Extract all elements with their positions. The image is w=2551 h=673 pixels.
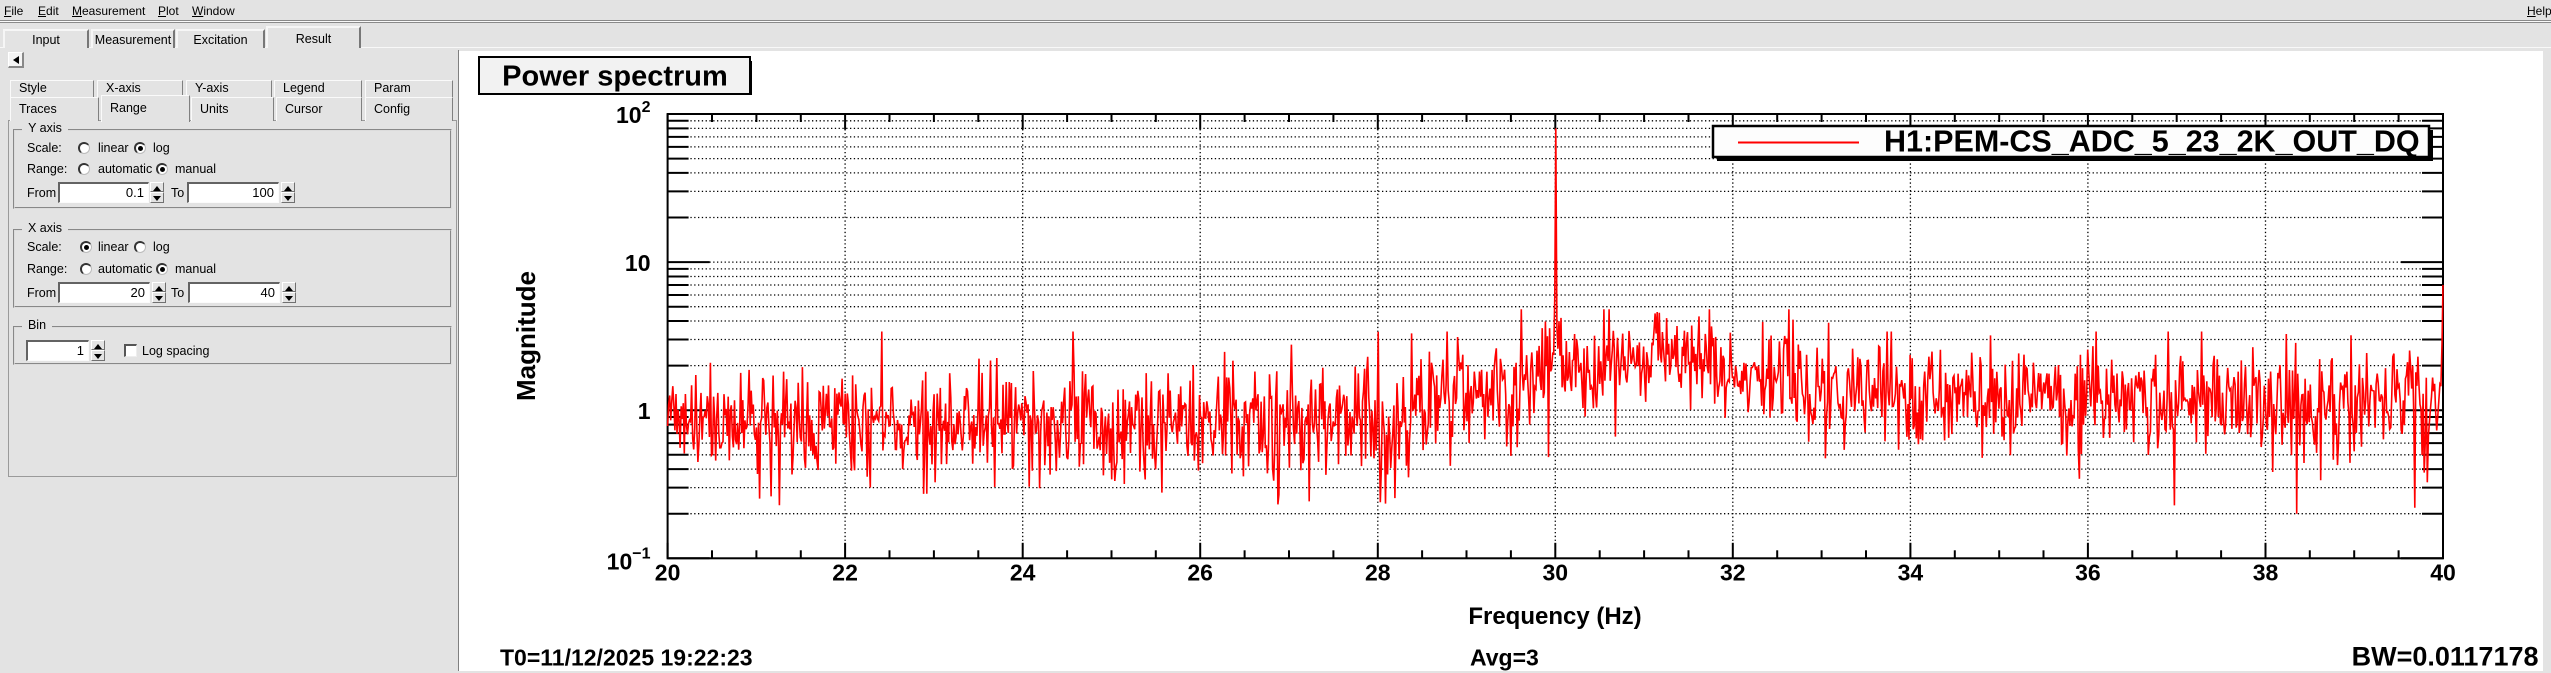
svg-text:Frequency (Hz): Frequency (Hz) bbox=[1468, 603, 1641, 630]
svg-text:38: 38 bbox=[2253, 559, 2279, 585]
svg-text:1: 1 bbox=[638, 398, 651, 424]
svg-text:10−1: 10−1 bbox=[607, 545, 651, 574]
svg-text:BW=0.0117178: BW=0.0117178 bbox=[2352, 642, 2539, 672]
svg-text:T0=11/12/2025 19:22:23: T0=11/12/2025 19:22:23 bbox=[500, 645, 753, 671]
svg-text:102: 102 bbox=[616, 99, 651, 128]
svg-text:32: 32 bbox=[1720, 559, 1746, 585]
svg-text:Magnitude: Magnitude bbox=[511, 271, 541, 401]
svg-text:40: 40 bbox=[2430, 559, 2456, 585]
svg-text:Avg=3: Avg=3 bbox=[1470, 645, 1539, 671]
svg-text:34: 34 bbox=[1898, 559, 1924, 585]
svg-text:26: 26 bbox=[1187, 559, 1213, 585]
svg-text:36: 36 bbox=[2075, 559, 2101, 585]
svg-text:30: 30 bbox=[1543, 559, 1569, 585]
svg-text:28: 28 bbox=[1365, 559, 1391, 585]
svg-text:10: 10 bbox=[625, 250, 651, 276]
svg-text:H1:PEM-CS_ADC_5_23_2K_OUT_DQ: H1:PEM-CS_ADC_5_23_2K_OUT_DQ bbox=[1884, 125, 2420, 159]
svg-text:24: 24 bbox=[1010, 559, 1036, 585]
svg-text:22: 22 bbox=[832, 559, 858, 585]
svg-text:20: 20 bbox=[655, 559, 681, 585]
svg-text:Power spectrum: Power spectrum bbox=[502, 61, 728, 93]
